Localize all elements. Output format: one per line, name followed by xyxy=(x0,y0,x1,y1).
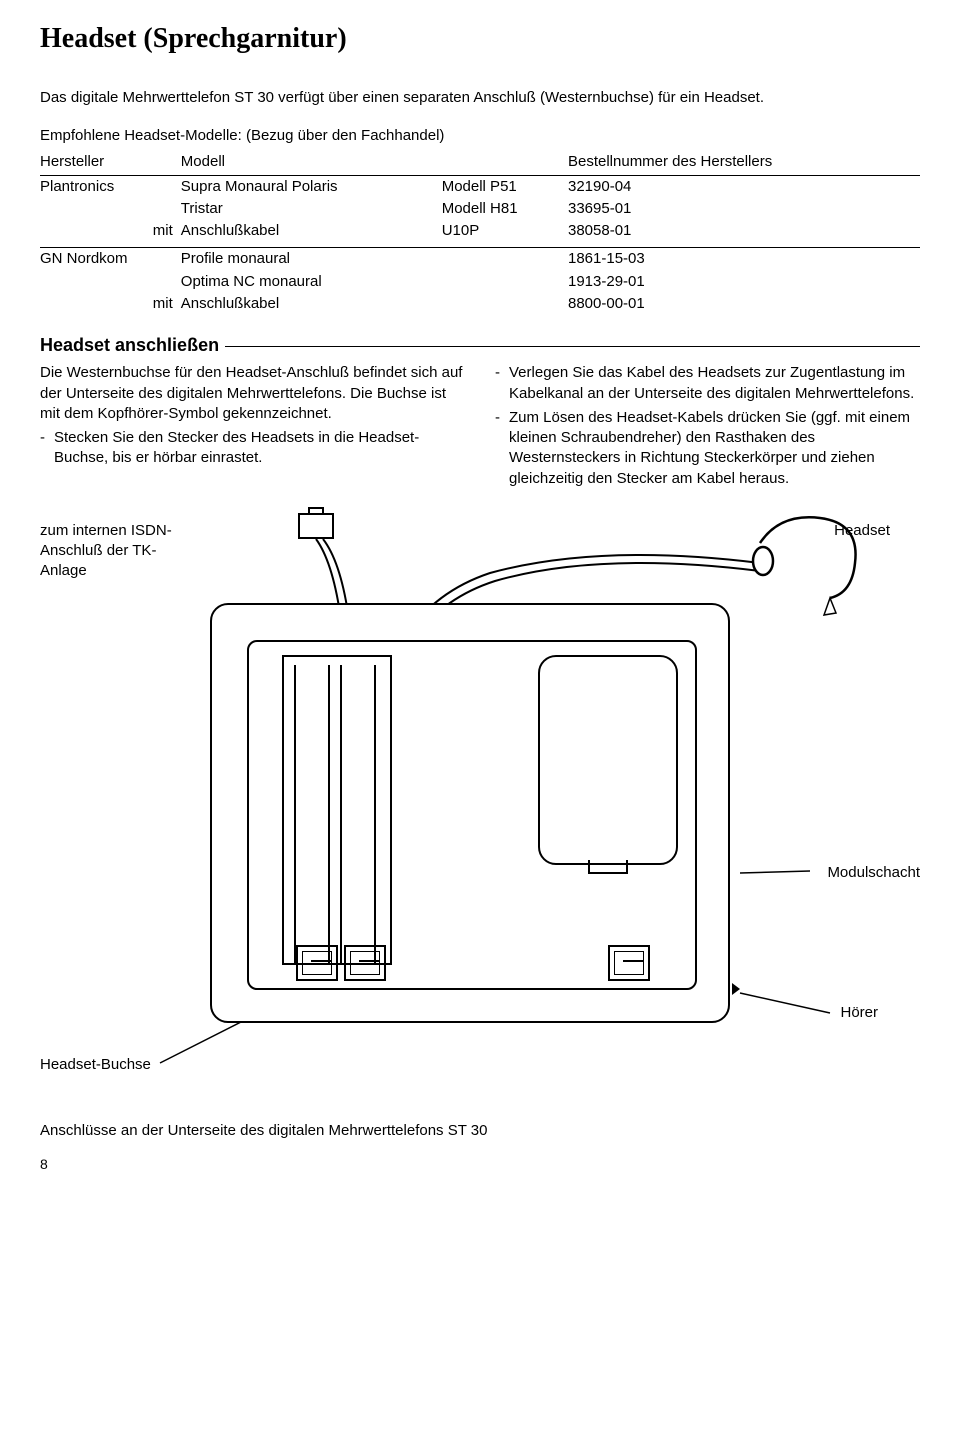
models-table: Hersteller Modell Bestellnummer des Hers… xyxy=(40,150,920,315)
intro-text: Das digitale Mehrwerttelefon ST 30 verfü… xyxy=(40,88,920,108)
order-num: 1913-29-01 xyxy=(568,271,920,293)
vendor-cell: Plantronics xyxy=(40,175,181,198)
model-label: Tristar xyxy=(181,198,442,220)
dash-icon: - xyxy=(495,363,509,404)
module-slot xyxy=(538,655,678,865)
model-label: Supra Monaural Polaris xyxy=(181,175,442,198)
right-column: - Verlegen Sie das Kabel des Headsets zu… xyxy=(495,363,920,493)
model-num: Modell P51 xyxy=(442,175,568,198)
order-num: 33695-01 xyxy=(568,198,920,220)
dash-icon: - xyxy=(495,408,509,489)
phone-body xyxy=(210,603,730,1023)
table-row: GN Nordkom Profile monaural 1861-15-03 xyxy=(40,248,920,271)
isdn-plug xyxy=(298,513,334,539)
channel-inner xyxy=(294,665,330,965)
left-paragraph: Die Westernbuchse für den Headset-Anschl… xyxy=(40,363,465,424)
prefix-cell: mit xyxy=(40,220,181,248)
bullet-text: Verlegen Sie das Kabel des Headsets zur … xyxy=(509,363,920,404)
bullet-item: - Zum Lösen des Headset-Kabels drücken S… xyxy=(495,408,920,489)
bullet-item: - Stecken Sie den Stecker des Headsets i… xyxy=(40,428,465,469)
two-column-text: Die Westernbuchse für den Headset-Anschl… xyxy=(40,363,920,493)
order-num: 38058-01 xyxy=(568,220,920,248)
subheading-text: Headset anschließen xyxy=(40,333,219,357)
order-num: 32190-04 xyxy=(568,175,920,198)
th-order: Bestellnummer des Herstellers xyxy=(568,150,920,175)
module-tab xyxy=(588,860,628,874)
page-number: 8 xyxy=(40,1155,920,1174)
model-label: Anschlußkabel xyxy=(181,220,442,248)
page-title: Headset (Sprechgarnitur) xyxy=(40,20,920,58)
table-row: mit Anschlußkabel 8800-00-01 xyxy=(40,293,920,315)
model-label: Anschlußkabel xyxy=(181,293,568,315)
table-intro: Empfohlene Headset-Modelle: (Bezug über … xyxy=(40,126,920,146)
table-row: Tristar Modell H81 33695-01 xyxy=(40,198,920,220)
bullet-item: - Verlegen Sie das Kabel des Headsets zu… xyxy=(495,363,920,404)
bullet-text: Zum Lösen des Headset-Kabels drücken Sie… xyxy=(509,408,920,489)
dash-icon: - xyxy=(40,428,54,469)
subheading: Headset anschließen xyxy=(40,333,920,357)
table-row: Optima NC monaural 1913-29-01 xyxy=(40,271,920,293)
diagram: zum internen ISDN-Anschluß der TK-Anlage… xyxy=(40,503,920,1113)
left-column: Die Westernbuchse für den Headset-Anschl… xyxy=(40,363,465,493)
model-label: Profile monaural xyxy=(181,248,568,271)
order-num: 8800-00-01 xyxy=(568,293,920,315)
model-label: Optima NC monaural xyxy=(181,271,568,293)
jack-isdn xyxy=(296,945,338,981)
jack-headset xyxy=(344,945,386,981)
bullet-text: Stecken Sie den Stecker des Headsets in … xyxy=(54,428,465,469)
vendor-cell: GN Nordkom xyxy=(40,248,181,271)
jack-handset xyxy=(608,945,650,981)
th-model: Modell xyxy=(181,150,568,175)
model-num: U10P xyxy=(442,220,568,248)
th-vendor: Hersteller xyxy=(40,150,181,175)
model-num: Modell H81 xyxy=(442,198,568,220)
order-num: 1861-15-03 xyxy=(568,248,920,271)
channel-inner xyxy=(340,665,376,965)
diagram-caption: Anschlüsse an der Unterseite des digital… xyxy=(40,1121,920,1141)
table-row: Plantronics Supra Monaural Polaris Model… xyxy=(40,175,920,198)
subheading-rule xyxy=(225,346,920,347)
table-row: mit Anschlußkabel U10P 38058-01 xyxy=(40,220,920,248)
prefix-cell: mit xyxy=(40,293,181,315)
